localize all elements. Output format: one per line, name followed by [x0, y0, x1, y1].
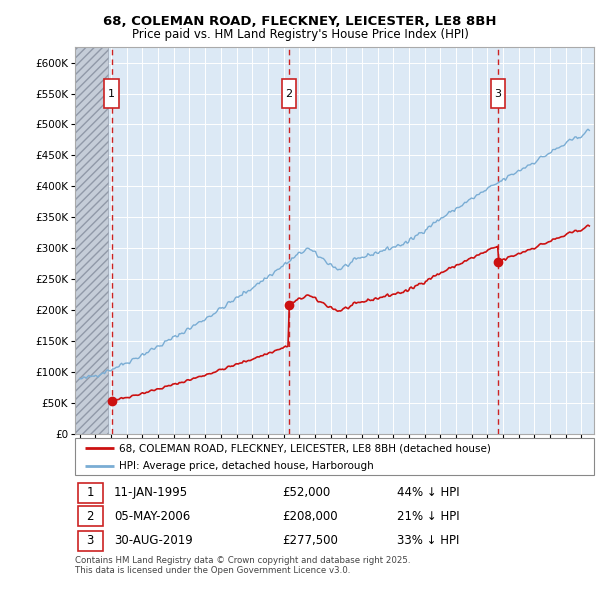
Text: £208,000: £208,000	[283, 510, 338, 523]
Text: 3: 3	[86, 534, 94, 547]
Text: 2: 2	[86, 510, 94, 523]
Text: £277,500: £277,500	[283, 534, 338, 547]
Text: £52,000: £52,000	[283, 486, 331, 499]
Text: 05-MAY-2006: 05-MAY-2006	[114, 510, 190, 523]
Text: 33% ↓ HPI: 33% ↓ HPI	[397, 534, 459, 547]
Text: 68, COLEMAN ROAD, FLECKNEY, LEICESTER, LE8 8BH: 68, COLEMAN ROAD, FLECKNEY, LEICESTER, L…	[103, 15, 497, 28]
FancyBboxPatch shape	[77, 483, 103, 503]
Text: 30-AUG-2019: 30-AUG-2019	[114, 534, 193, 547]
Text: 44% ↓ HPI: 44% ↓ HPI	[397, 486, 460, 499]
FancyBboxPatch shape	[75, 438, 594, 475]
FancyBboxPatch shape	[491, 78, 505, 109]
Text: 68, COLEMAN ROAD, FLECKNEY, LEICESTER, LE8 8BH (detached house): 68, COLEMAN ROAD, FLECKNEY, LEICESTER, L…	[119, 443, 491, 453]
Text: Price paid vs. HM Land Registry's House Price Index (HPI): Price paid vs. HM Land Registry's House …	[131, 28, 469, 41]
Text: 21% ↓ HPI: 21% ↓ HPI	[397, 510, 460, 523]
Text: 11-JAN-1995: 11-JAN-1995	[114, 486, 188, 499]
Bar	[75, 47, 108, 434]
Text: 2: 2	[286, 88, 292, 99]
FancyBboxPatch shape	[77, 506, 103, 526]
FancyBboxPatch shape	[104, 78, 119, 109]
FancyBboxPatch shape	[77, 530, 103, 550]
Text: HPI: Average price, detached house, Harborough: HPI: Average price, detached house, Harb…	[119, 461, 374, 471]
Text: Contains HM Land Registry data © Crown copyright and database right 2025.
This d: Contains HM Land Registry data © Crown c…	[75, 556, 410, 575]
Text: 1: 1	[86, 486, 94, 499]
Text: 3: 3	[494, 88, 501, 99]
Text: 1: 1	[108, 88, 115, 99]
FancyBboxPatch shape	[282, 78, 296, 109]
